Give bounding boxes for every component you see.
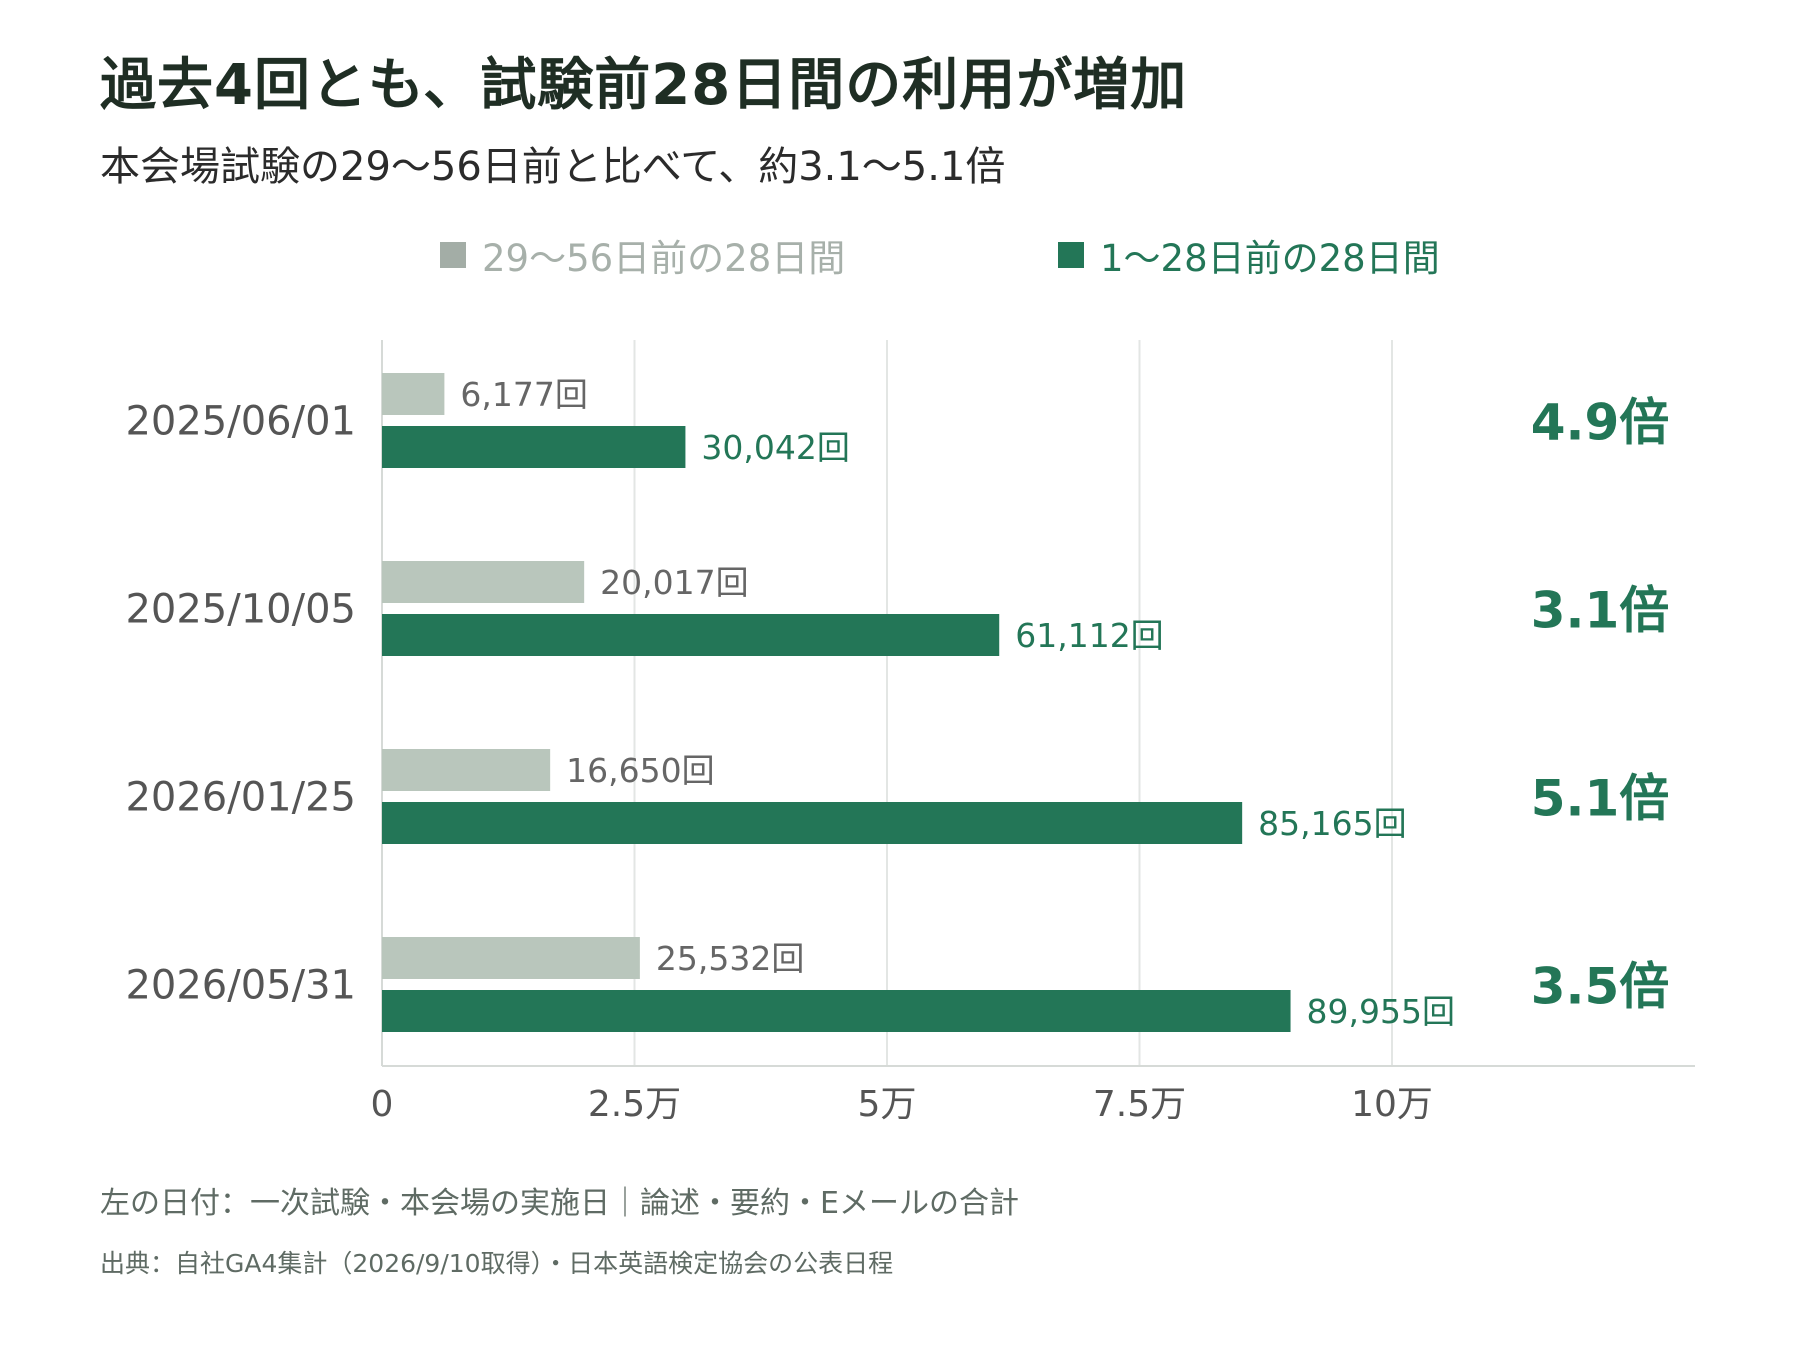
x-tick-label: 10万 bbox=[1351, 1084, 1433, 1125]
bar-after-label: 89,955回 bbox=[1307, 992, 1455, 1031]
ratio-label: 3.1倍 bbox=[1531, 582, 1670, 640]
bar-before-label: 16,650回 bbox=[566, 751, 714, 790]
ratio-label: 5.1倍 bbox=[1531, 770, 1670, 828]
legend-label-before: 29〜56日前の28日間 bbox=[482, 237, 846, 280]
bar-before bbox=[382, 937, 640, 979]
category-label: 2026/05/31 bbox=[125, 963, 356, 1009]
x-tick-label: 5万 bbox=[858, 1084, 917, 1125]
bar-after-label: 30,042回 bbox=[701, 428, 849, 467]
legend-label-after: 1〜28日前の28日間 bbox=[1100, 237, 1440, 280]
bar-before bbox=[382, 749, 551, 791]
bar-before-label: 6,177回 bbox=[460, 375, 587, 414]
x-tick-label: 7.5万 bbox=[1093, 1084, 1186, 1125]
bar-after bbox=[382, 802, 1243, 844]
bar-before bbox=[382, 373, 445, 415]
bar-before-label: 20,017回 bbox=[600, 563, 748, 602]
bar-after-label: 61,112回 bbox=[1015, 616, 1163, 655]
bar-after-label: 85,165回 bbox=[1258, 804, 1406, 843]
bar-before-label: 25,532回 bbox=[656, 939, 804, 978]
bar-after bbox=[382, 990, 1291, 1032]
category-label: 2026/01/25 bbox=[125, 775, 356, 821]
bar-after bbox=[382, 614, 1000, 656]
x-tick-label: 0 bbox=[371, 1084, 394, 1125]
chart-subtitle: 本会場試験の29〜56日前と比べて、約3.1〜5.1倍 bbox=[100, 144, 1006, 190]
bar-after bbox=[382, 426, 686, 468]
ratio-label: 3.5倍 bbox=[1531, 958, 1670, 1016]
x-tick-label: 2.5万 bbox=[588, 1084, 681, 1125]
footnote-source: 出典：自社GA4集計（2026/9/10取得）・日本英語検定協会の公表日程 bbox=[100, 1249, 894, 1278]
ratio-label: 4.9倍 bbox=[1531, 394, 1670, 452]
legend-item-after: 1〜28日前の28日間 bbox=[1058, 228, 1440, 282]
legend-item-before: 29〜56日前の28日間 bbox=[440, 228, 845, 282]
legend-swatch-before bbox=[440, 242, 466, 268]
footnote-dates: 左の日付：一次試験・本会場の実施日｜論述・要約・Eメールの合計 bbox=[100, 1186, 1019, 1221]
chart-title: 過去4回とも、試験前28日間の利用が増加 bbox=[100, 53, 1188, 118]
bar-before bbox=[382, 561, 585, 603]
category-label: 2025/06/01 bbox=[125, 399, 356, 445]
legend-swatch-after bbox=[1058, 242, 1084, 268]
category-label: 2025/10/05 bbox=[125, 587, 356, 633]
